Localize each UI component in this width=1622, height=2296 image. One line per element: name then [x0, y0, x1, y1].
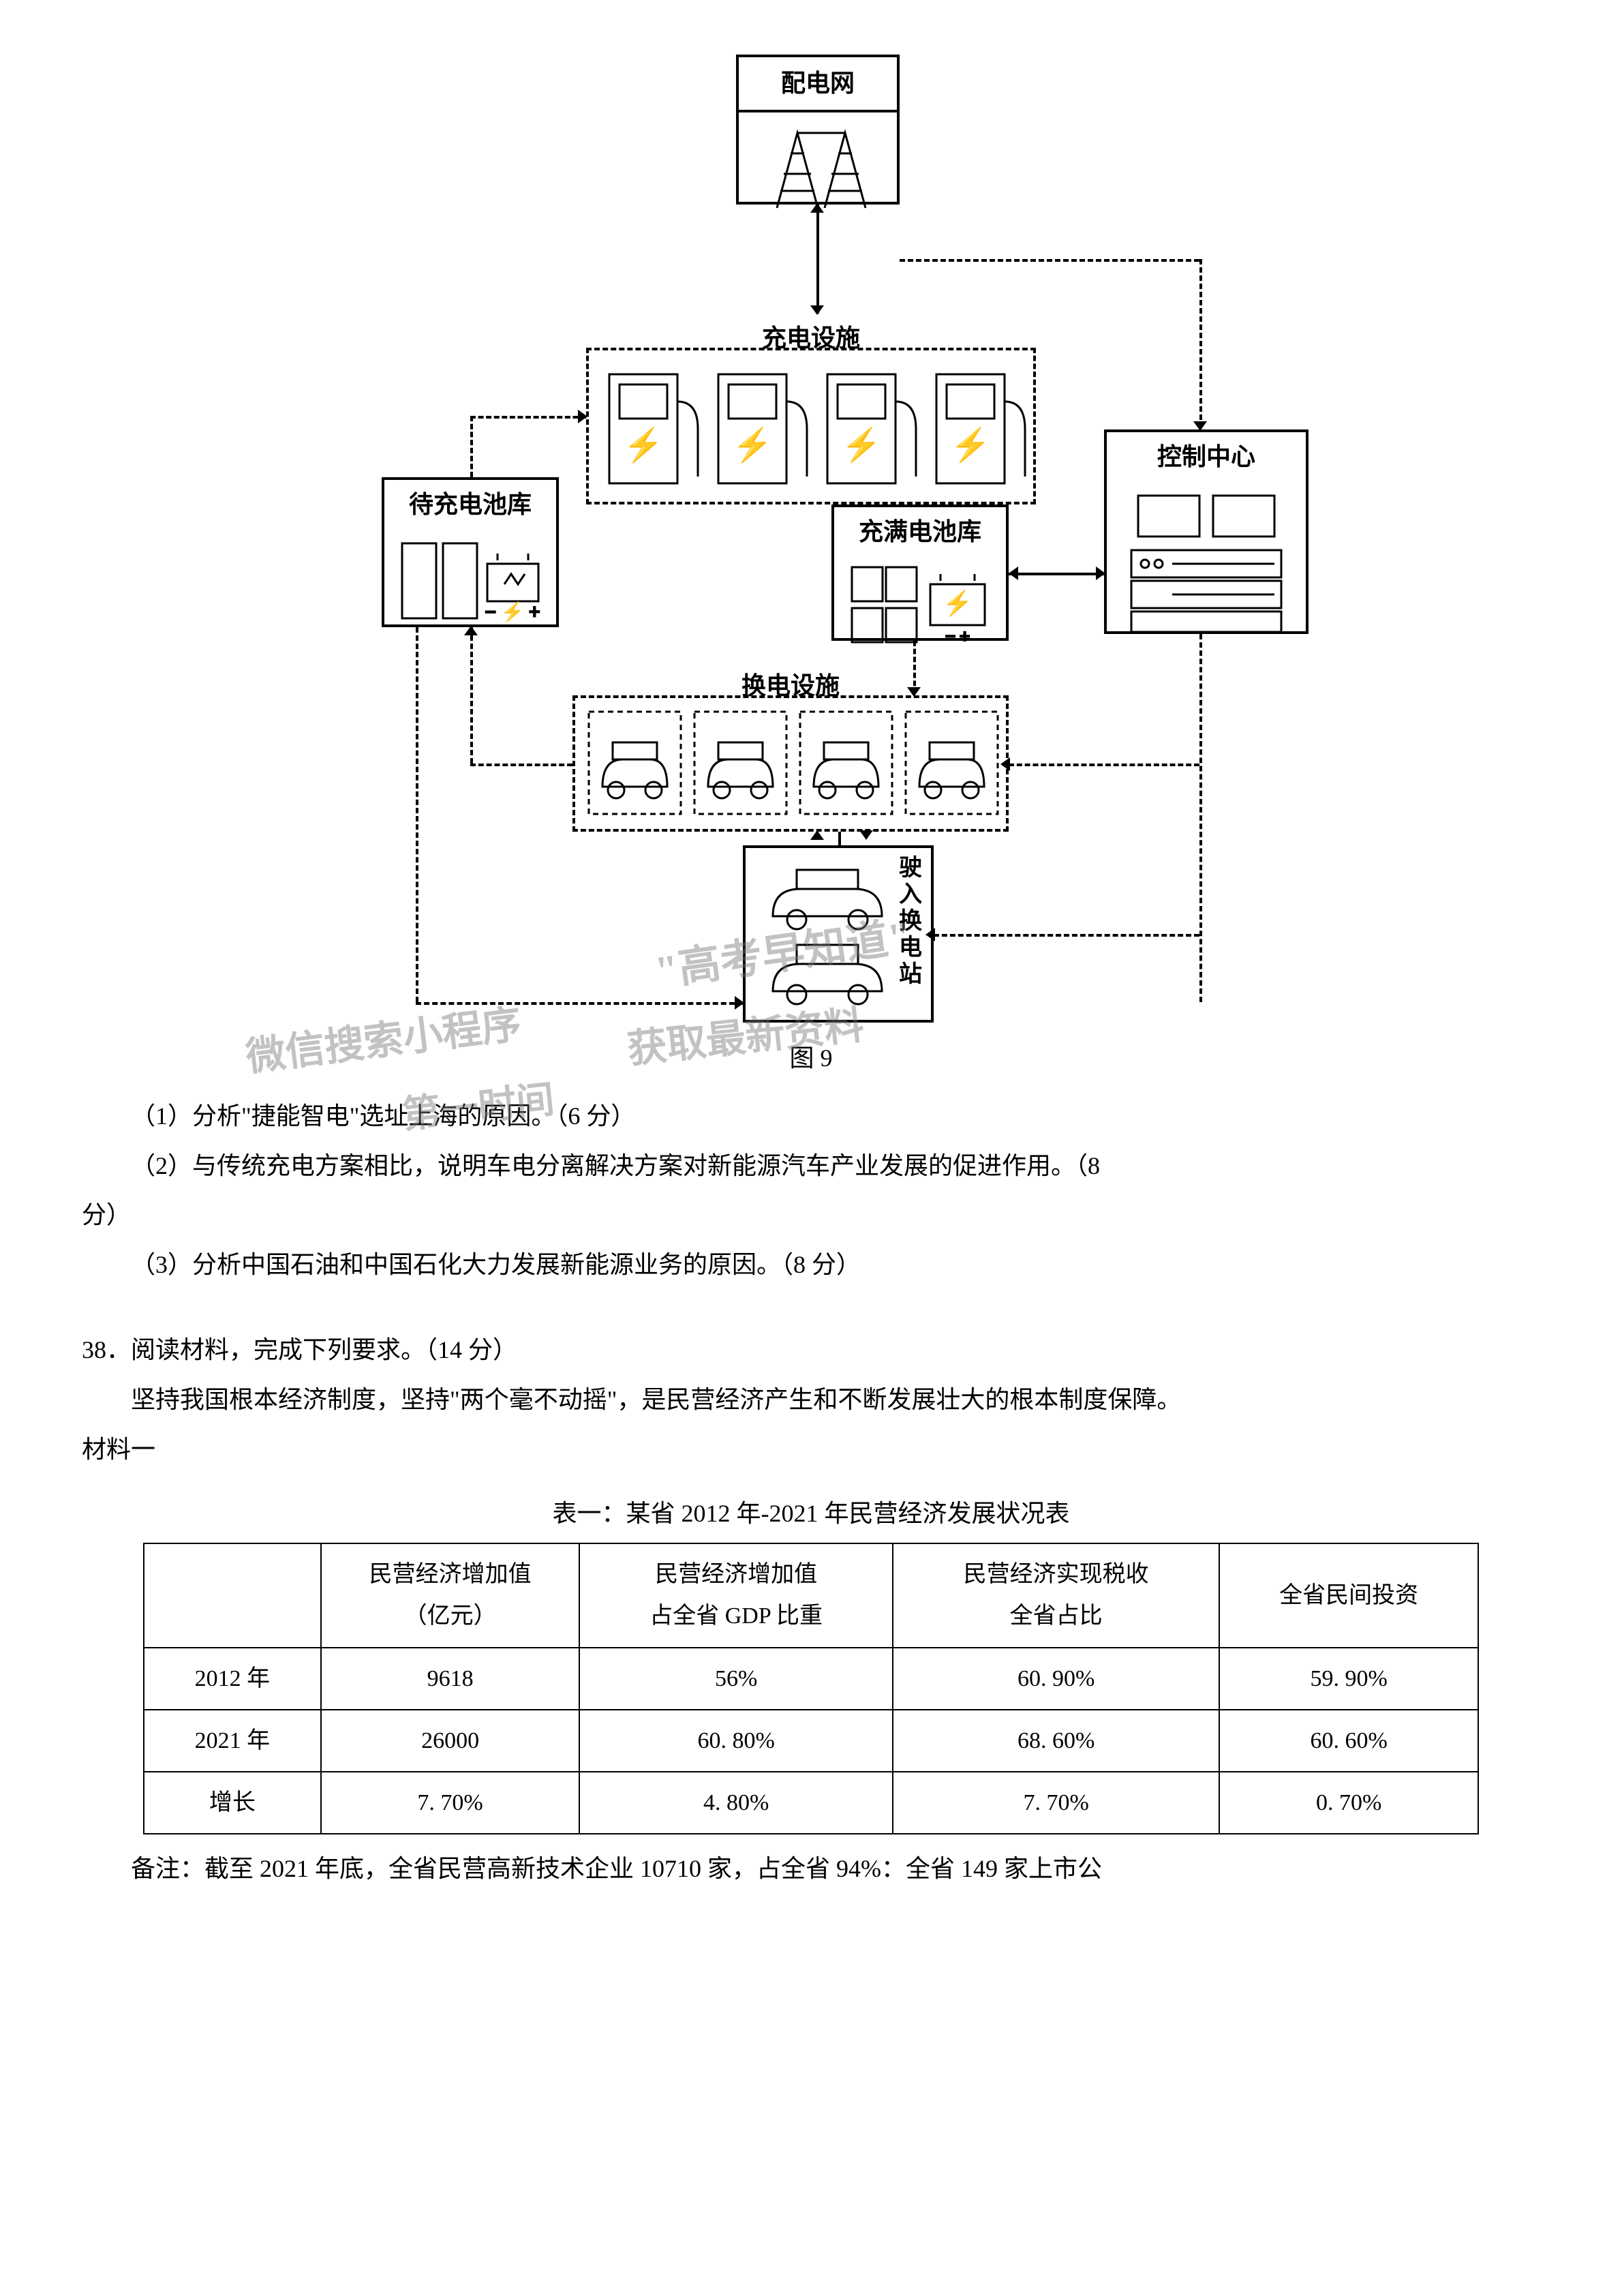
table-header-cell — [144, 1543, 321, 1647]
private-economy-table: 民营经济增加值 （亿元） 民营经济增加值 占全省 GDP 比重 民营经济实现税收… — [143, 1543, 1479, 1834]
table-row: 2012 年 9618 56% 60. 90% 59. 90% — [144, 1648, 1478, 1710]
svg-text:⚡: ⚡ — [623, 426, 664, 464]
arrowhead-icon — [810, 305, 824, 315]
connector — [1009, 573, 1104, 575]
table-header-cell: 全省民间投资 — [1219, 1543, 1478, 1647]
arrowhead-icon — [735, 996, 744, 1010]
charger-icon: ⚡ ⚡ ⚡ ⚡ — [596, 361, 1032, 497]
question-37-1: （1）分析"捷能智电"选址上海的原因。（6 分） — [82, 1094, 1540, 1138]
question-38-intro: 坚持我国根本经济制度，坚持"两个毫不动摇"，是民营经济产生和不断发展壮大的根本制… — [82, 1378, 1540, 1422]
arrowhead-icon — [1193, 421, 1207, 431]
table-cell: 7. 70% — [893, 1772, 1219, 1834]
connector-dash — [913, 641, 916, 694]
question-37-2b: 分） — [82, 1193, 1540, 1237]
figure-caption: 图 9 — [82, 1036, 1540, 1081]
server-icon — [1118, 482, 1295, 639]
connector — [913, 504, 916, 506]
table-cell: 26000 — [321, 1710, 580, 1772]
figure-9-diagram: 配电网 充电设施 ⚡ ⚡ — [300, 55, 1322, 1023]
node-charging-label: 充电设施 — [589, 316, 1033, 361]
arrowhead-icon — [578, 410, 587, 423]
svg-text:⚡: ⚡ — [841, 426, 882, 464]
arrowhead-icon — [1000, 757, 1010, 771]
node-pending-bay: 待充电池库 − ⚡ + — [382, 477, 559, 627]
table-cell: 60. 80% — [579, 1710, 893, 1772]
connector — [838, 832, 841, 845]
connector-dash — [1009, 764, 1199, 766]
node-charging-facility: 充电设施 ⚡ ⚡ ⚡ ⚡ — [586, 348, 1036, 504]
table-cell: 9618 — [321, 1648, 580, 1710]
table-cell: 增长 — [144, 1772, 321, 1834]
table-title: 表一：某省 2012 年-2021 年民营经济发展状况表 — [82, 1492, 1540, 1536]
svg-text:⚡: ⚡ — [943, 589, 973, 618]
arrowhead-icon — [859, 830, 873, 840]
arrowhead-icon — [907, 687, 921, 697]
table-cell: 60. 90% — [893, 1648, 1219, 1710]
pending-bay-label: 待充电池库 — [384, 480, 556, 530]
connector-dash — [416, 627, 418, 1002]
connector-dash — [1199, 259, 1202, 428]
table-cell: 60. 60% — [1219, 1710, 1478, 1772]
table-cell: 56% — [579, 1648, 893, 1710]
pylon-icon — [750, 112, 886, 215]
question-38-header: 38．阅读材料，完成下列要求。（14 分） — [82, 1328, 1540, 1372]
table-header-cell: 民营经济实现税收 全省占比 — [893, 1543, 1219, 1647]
node-grid-label: 配电网 — [739, 57, 897, 112]
node-control-center: 控制中心 — [1104, 429, 1309, 634]
svg-text:⚡: ⚡ — [732, 426, 773, 464]
drive-in-label: 驶入换电站 — [896, 855, 925, 988]
svg-text:⚡: ⚡ — [950, 426, 991, 464]
full-bay-label: 充满电池库 — [834, 507, 1006, 557]
question-37-3: （3）分析中国石油和中国石化大力发展新能源业务的原因。（8 分） — [82, 1243, 1540, 1287]
battery-icon: ⚡ − + — [845, 557, 995, 652]
svg-text:− ⚡ +: − ⚡ + — [485, 601, 540, 623]
table-cell: 68. 60% — [893, 1710, 1219, 1772]
car-row-icon — [582, 705, 1005, 828]
connector-dash — [416, 1002, 743, 1005]
table-row: 2021 年 26000 60. 80% 68. 60% 60. 60% — [144, 1710, 1478, 1772]
connector-dash — [470, 627, 473, 764]
arrowhead-icon — [464, 626, 478, 635]
table-cell: 7. 70% — [321, 1772, 580, 1834]
connector-dash — [470, 416, 473, 477]
material-one-label: 材料一 — [82, 1428, 1540, 1472]
connector — [816, 205, 819, 314]
table-cell: 59. 90% — [1219, 1648, 1478, 1710]
question-37-2: （2）与传统充电方案相比，说明车电分离解决方案对新能源汽车产业发展的促进作用。（… — [82, 1144, 1540, 1188]
connector-dash — [900, 259, 1199, 262]
connector-dash — [1199, 634, 1202, 1002]
connector-dash — [470, 416, 586, 419]
svg-text:− +: − + — [945, 626, 970, 646]
table-cell: 4. 80% — [579, 1772, 893, 1834]
table-row: 增长 7. 70% 4. 80% 7. 70% 0. 70% — [144, 1772, 1478, 1834]
arrowhead-icon — [925, 928, 935, 941]
arrowhead-icon — [810, 203, 824, 213]
table-header-row: 民营经济增加值 （亿元） 民营经济增加值 占全省 GDP 比重 民营经济实现税收… — [144, 1543, 1478, 1647]
control-center-label: 控制中心 — [1107, 432, 1306, 482]
arrowhead-icon — [810, 830, 824, 840]
table-header-cell: 民营经济增加值 （亿元） — [321, 1543, 580, 1647]
connector-dash — [934, 934, 1199, 937]
table-cell: 2012 年 — [144, 1648, 321, 1710]
connector-dash — [470, 764, 572, 766]
swap-facility-label: 换电设施 — [575, 664, 1006, 708]
table-cell: 0. 70% — [1219, 1772, 1478, 1834]
battery-icon: − ⚡ + — [395, 530, 545, 632]
table-header-cell: 民营经济增加值 占全省 GDP 比重 — [579, 1543, 893, 1647]
node-grid: 配电网 — [736, 55, 900, 205]
arrowhead-icon — [1009, 567, 1018, 580]
arrowhead-icon — [1096, 567, 1105, 580]
node-swap-facility: 换电设施 — [572, 695, 1009, 832]
table-cell: 2021 年 — [144, 1710, 321, 1772]
node-drive-in: 驶入换电站 — [743, 845, 934, 1023]
table-note: 备注：截至 2021 年底，全省民营高新技术企业 10710 家，占全省 94%… — [82, 1847, 1540, 1891]
node-full-bay: 充满电池库 ⚡ − + — [831, 504, 1009, 641]
